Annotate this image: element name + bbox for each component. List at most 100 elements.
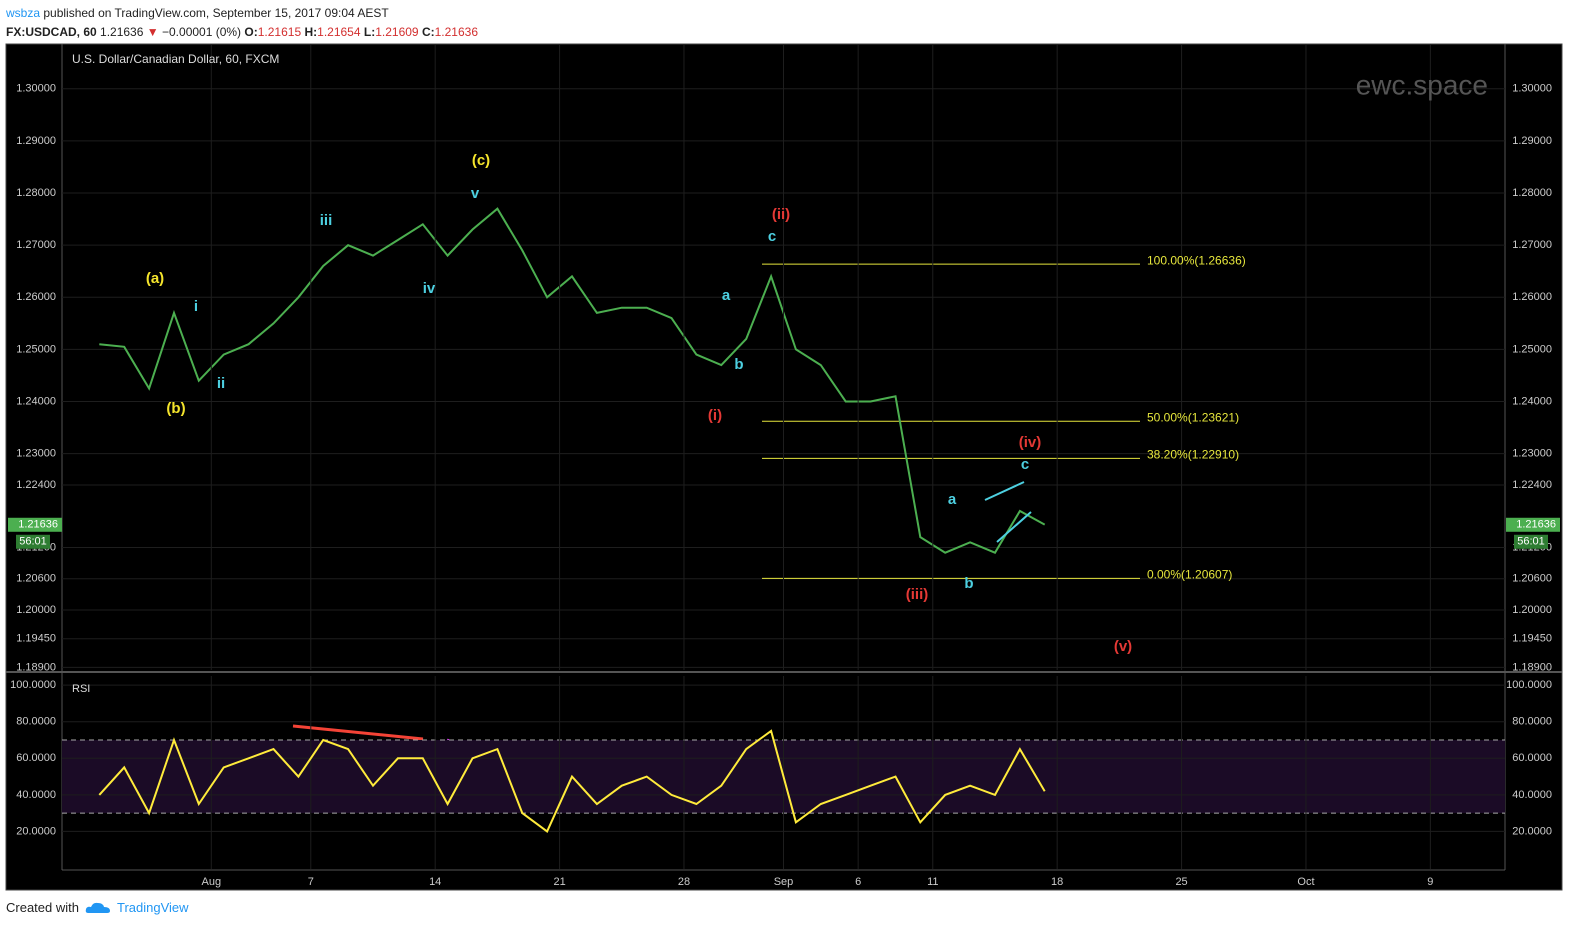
series-line (99, 207, 1046, 554)
publisher[interactable]: wsbza (6, 6, 41, 20)
wave-label: c (768, 228, 776, 245)
triangle-line (984, 481, 1025, 501)
y-tick-label: 1.20000 (16, 604, 56, 616)
open: 1.21615 (257, 25, 302, 39)
x-tick-label: 28 (678, 876, 690, 888)
wave-label: (a) (146, 270, 164, 287)
o-label: O: (244, 25, 258, 39)
y-tick-label-right: 40.0000 (1512, 789, 1552, 801)
price-tag-label: 1.21636 (1516, 519, 1556, 531)
x-tick-label: 11 (927, 876, 938, 888)
x-tick-label: Aug (201, 876, 221, 888)
brand[interactable]: TradingView (116, 900, 189, 915)
l-label: L: (363, 25, 376, 39)
rsi-title: RSI (72, 683, 90, 695)
high: 1.21654 (317, 25, 361, 39)
y-tick-label: 1.20600 (16, 573, 56, 585)
wave-label: ii (217, 375, 225, 392)
chart: U.S. Dollar/Canadian Dollar, 60, FXCM ew… (5, 43, 1563, 891)
y-tick-label-right: 1.20000 (1512, 604, 1552, 616)
wave-label: (ii) (772, 206, 790, 223)
watermark: ewc.space (1356, 69, 1488, 100)
countdown-box (16, 534, 50, 549)
y-tick-label: 1.24000 (16, 395, 56, 407)
countdown: 56:01 (1517, 536, 1545, 548)
y-tick-label: 40.0000 (16, 789, 56, 801)
close: 1.21636 (434, 25, 479, 39)
y-tick-label: 1.26000 (16, 291, 56, 303)
y-tick-label: 1.22400 (16, 479, 56, 491)
x-tick-label: 6 (855, 876, 861, 888)
y-tick-label-right: 80.0000 (1512, 716, 1552, 728)
h-label: H: (304, 25, 318, 39)
x-tick-label: 14 (429, 876, 441, 888)
wave-label: iv (423, 280, 436, 297)
fib-label: 100.00%(1.26636) (1147, 253, 1246, 267)
y-tick-label: 1.29000 (16, 135, 56, 147)
y-tick-label-right: 1.18900 (1512, 661, 1552, 673)
y-tick-label: 1.19450 (16, 633, 56, 645)
series-line (98, 729, 1046, 833)
y-tick-label-right: 1.29000 (1512, 135, 1552, 147)
x-tick-label: Oct (1297, 876, 1314, 888)
countdown: 56:01 (19, 536, 47, 548)
published: published on TradingView.com, September … (43, 6, 389, 20)
logo (85, 902, 110, 913)
change: −0.00001 (0%) (162, 25, 242, 39)
wave-label: b (734, 356, 743, 373)
c-label: C: (421, 25, 435, 39)
wave-label: i (194, 298, 198, 315)
y-tick-label-right: 1.26000 (1512, 291, 1552, 303)
low: 1.21609 (375, 25, 419, 39)
y-tick-label: 100.0000 (10, 679, 56, 691)
y-tick-label: 60.0000 (16, 752, 56, 764)
down-arrow: ▼ (146, 25, 159, 39)
fib-label: 50.00%(1.23621) (1147, 410, 1239, 424)
wave-label: (v) (1114, 638, 1132, 655)
wave-label: c (1021, 456, 1029, 473)
wave-label: v (471, 185, 480, 202)
wave-label: (iv) (1019, 434, 1042, 451)
footer: Created with TradingView (6, 900, 189, 915)
y-tick-label-right: 1.25000 (1512, 343, 1552, 355)
x-tick-label: 9 (1427, 876, 1433, 888)
y-tick-label: 1.30000 (16, 83, 56, 95)
y-tick-label-right: 20.0000 (1512, 825, 1552, 837)
wave-label: (c) (472, 152, 490, 169)
header: wsbza published on TradingView.com, Sept… (6, 4, 478, 42)
fib-label: 38.20%(1.22910) (1147, 448, 1239, 462)
y-tick-label: 20.0000 (16, 825, 56, 837)
y-tick-label-right: 1.27000 (1512, 239, 1552, 251)
symbol: FX:USDCAD, 60 (6, 25, 97, 39)
triangle (984, 481, 1032, 543)
wave-label: (b) (166, 400, 185, 417)
wave-label: (i) (708, 407, 722, 424)
y-tick-label: 80.0000 (16, 716, 56, 728)
y-tick-label-right: 1.22400 (1512, 479, 1552, 491)
countdown-box (1514, 534, 1548, 549)
rsi-pane (62, 676, 1505, 869)
wave-label: (iii) (906, 586, 929, 603)
y-tick-label-right: 1.23000 (1512, 448, 1552, 460)
y-tick-label: 1.28000 (16, 187, 56, 199)
created-with: Created with (6, 900, 79, 915)
y-tick-label: 1.23000 (16, 448, 56, 460)
fib-label: 0.00%(1.20607) (1147, 568, 1232, 582)
y-tick-label-right: 1.30000 (1512, 83, 1552, 95)
price-tag (1506, 517, 1560, 532)
publish-line: wsbza published on TradingView.com, Sept… (6, 4, 478, 23)
y-tick-label-right: 100.0000 (1506, 679, 1552, 691)
rsi-trendline (292, 724, 424, 741)
x-tick-label: 7 (308, 876, 314, 888)
x-tick-label: Sep (774, 876, 794, 888)
y-tick-label-right: 1.24000 (1512, 395, 1552, 407)
wave-label: b (964, 575, 973, 592)
y-tick-label-right: 60.0000 (1512, 752, 1552, 764)
y-tick-label-right: 1.28000 (1512, 187, 1552, 199)
wave-label: iii (320, 212, 333, 229)
wave-label: a (948, 491, 957, 508)
x-tick-label: 18 (1051, 876, 1063, 888)
last: 1.21636 (100, 25, 144, 39)
chart-title: U.S. Dollar/Canadian Dollar, 60, FXCM (72, 52, 279, 66)
